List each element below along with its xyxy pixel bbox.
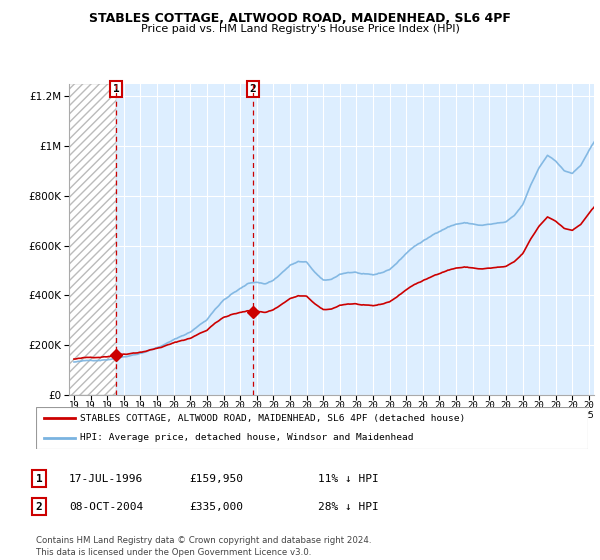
Text: 08-OCT-2004: 08-OCT-2004 — [69, 502, 143, 512]
Bar — [69, 84, 116, 395]
Text: £335,000: £335,000 — [189, 502, 243, 512]
Text: Contains HM Land Registry data © Crown copyright and database right 2024.
This d: Contains HM Land Registry data © Crown c… — [36, 536, 371, 557]
Text: 2: 2 — [250, 84, 256, 94]
Text: 11% ↓ HPI: 11% ↓ HPI — [318, 474, 379, 484]
Text: 2: 2 — [35, 502, 43, 512]
Text: STABLES COTTAGE, ALTWOOD ROAD, MAIDENHEAD, SL6 4PF (detached house): STABLES COTTAGE, ALTWOOD ROAD, MAIDENHEA… — [80, 414, 466, 423]
Bar — [69, 84, 116, 395]
Text: £159,950: £159,950 — [189, 474, 243, 484]
Text: HPI: Average price, detached house, Windsor and Maidenhead: HPI: Average price, detached house, Wind… — [80, 433, 413, 442]
Text: 1: 1 — [35, 474, 43, 484]
Text: 1: 1 — [113, 84, 119, 94]
Text: STABLES COTTAGE, ALTWOOD ROAD, MAIDENHEAD, SL6 4PF: STABLES COTTAGE, ALTWOOD ROAD, MAIDENHEA… — [89, 12, 511, 25]
Text: Price paid vs. HM Land Registry's House Price Index (HPI): Price paid vs. HM Land Registry's House … — [140, 24, 460, 34]
Text: 17-JUL-1996: 17-JUL-1996 — [69, 474, 143, 484]
Text: 28% ↓ HPI: 28% ↓ HPI — [318, 502, 379, 512]
